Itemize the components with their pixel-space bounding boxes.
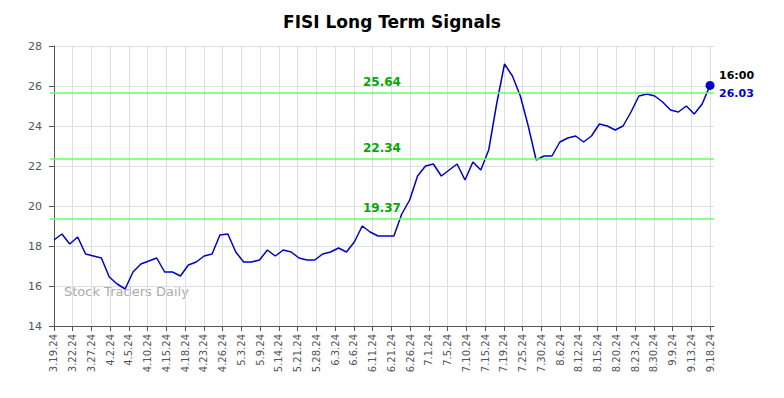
svg-text:3.27.24: 3.27.24: [86, 334, 97, 372]
svg-text:22: 22: [28, 160, 42, 173]
svg-text:26.03: 26.03: [719, 87, 754, 100]
svg-text:5.14.24: 5.14.24: [273, 334, 284, 372]
svg-text:28: 28: [28, 40, 42, 53]
svg-text:5.21.24: 5.21.24: [292, 334, 303, 372]
svg-text:7.10.24: 7.10.24: [461, 334, 472, 372]
svg-text:16: 16: [28, 280, 42, 293]
svg-text:Stock Traders Daily: Stock Traders Daily: [64, 284, 189, 299]
svg-text:6.3.24: 6.3.24: [330, 334, 341, 366]
svg-text:7.25.24: 7.25.24: [517, 334, 528, 372]
svg-text:9.13.24: 9.13.24: [686, 334, 697, 372]
svg-text:4.10.24: 4.10.24: [142, 334, 153, 372]
svg-text:8.6.24: 8.6.24: [555, 334, 566, 366]
svg-text:26: 26: [28, 80, 42, 93]
svg-text:22.34: 22.34: [363, 141, 401, 155]
svg-text:9.9.24: 9.9.24: [667, 334, 678, 366]
svg-text:14: 14: [28, 320, 42, 333]
svg-text:8.23.24: 8.23.24: [630, 334, 641, 372]
svg-text:3.19.24: 3.19.24: [48, 334, 59, 372]
svg-text:FISI Long Term Signals: FISI Long Term Signals: [283, 12, 501, 32]
svg-text:6.11.24: 6.11.24: [367, 334, 378, 372]
svg-text:18: 18: [28, 240, 42, 253]
svg-text:6.26.24: 6.26.24: [405, 334, 416, 372]
svg-text:5.3.24: 5.3.24: [236, 334, 247, 366]
svg-text:16:00: 16:00: [719, 69, 754, 82]
svg-text:8.15.24: 8.15.24: [592, 334, 603, 372]
svg-text:4.5.24: 4.5.24: [123, 334, 134, 366]
svg-text:7.19.24: 7.19.24: [498, 334, 509, 372]
svg-text:4.2.24: 4.2.24: [105, 334, 116, 366]
svg-text:19.37: 19.37: [363, 201, 401, 215]
svg-text:4.23.24: 4.23.24: [198, 334, 209, 372]
svg-text:5.28.24: 5.28.24: [311, 334, 322, 372]
svg-text:7.30.24: 7.30.24: [536, 334, 547, 372]
svg-text:20: 20: [28, 200, 42, 213]
svg-text:5.9.24: 5.9.24: [255, 334, 266, 366]
svg-text:7.15.24: 7.15.24: [480, 334, 491, 372]
svg-text:8.20.24: 8.20.24: [611, 334, 622, 372]
svg-text:7.1.24: 7.1.24: [423, 334, 434, 366]
svg-text:8.12.24: 8.12.24: [573, 334, 584, 372]
svg-text:8.30.24: 8.30.24: [648, 334, 659, 372]
svg-text:9.18.24: 9.18.24: [705, 334, 716, 372]
svg-text:4.26.24: 4.26.24: [217, 334, 228, 372]
svg-text:4.15.24: 4.15.24: [161, 334, 172, 372]
svg-text:6.21.24: 6.21.24: [386, 334, 397, 372]
svg-text:7.5.24: 7.5.24: [442, 334, 453, 366]
svg-text:24: 24: [28, 120, 42, 133]
svg-text:3.22.24: 3.22.24: [67, 334, 78, 372]
svg-text:6.6.24: 6.6.24: [348, 334, 359, 366]
svg-text:4.18.24: 4.18.24: [180, 334, 191, 372]
svg-text:25.64: 25.64: [363, 75, 401, 89]
